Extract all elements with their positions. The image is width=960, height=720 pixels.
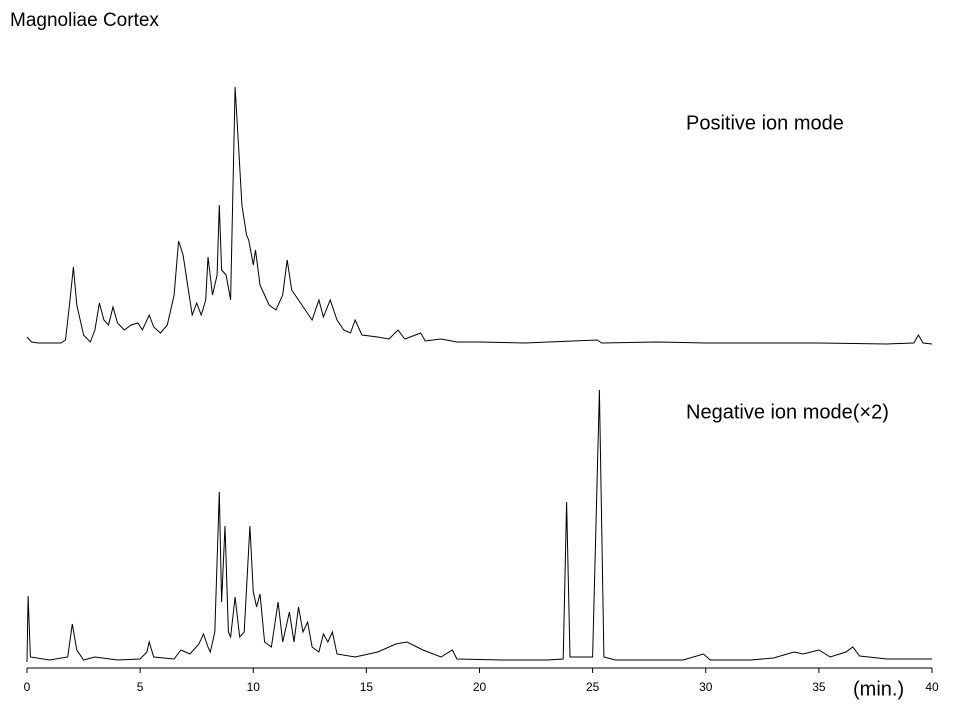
x-tick-label: 5 bbox=[137, 680, 144, 694]
x-tick-label: 20 bbox=[473, 680, 487, 694]
chart-title: Magnoliae Cortex bbox=[10, 10, 159, 31]
x-tick-label: 35 bbox=[812, 680, 826, 694]
x-tick-label: 10 bbox=[247, 680, 261, 694]
x-tick-label: 40 bbox=[925, 680, 939, 694]
trace bbox=[26, 86, 933, 345]
x-tick-label: 25 bbox=[586, 680, 600, 694]
series-label: Positive ion mode bbox=[686, 112, 844, 134]
series-label: Negative ion mode(×2) bbox=[686, 401, 889, 423]
trace bbox=[26, 389, 932, 663]
x-tick-label: 0 bbox=[24, 680, 31, 694]
x-tick-label: 15 bbox=[360, 680, 374, 694]
x-tick-label: 30 bbox=[699, 680, 713, 694]
x-axis-label: (min.) bbox=[853, 678, 904, 700]
